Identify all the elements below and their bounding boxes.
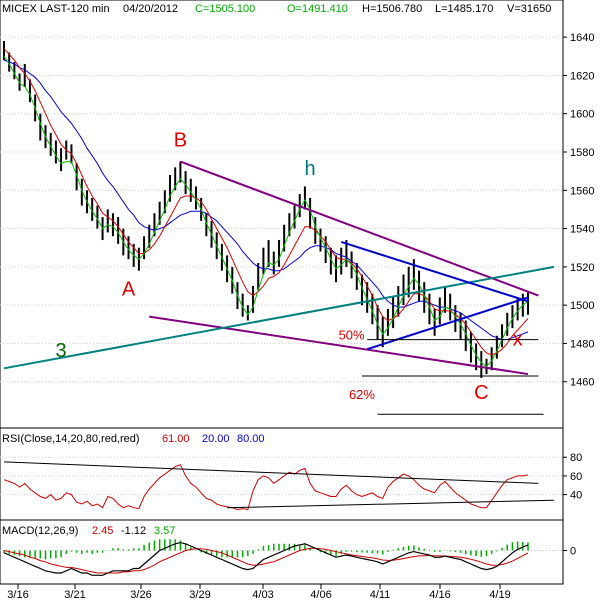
x-tick-label: 4/19: [489, 589, 510, 601]
rsi-legend-value: 61.00: [162, 433, 190, 445]
price-y-axis: 1460 1480 1500 1520 1540 1560 1580 1600 1620 1640: [563, 32, 594, 389]
y-tick-label: 1500: [570, 300, 594, 312]
y-tick-label: 1480: [570, 338, 594, 350]
rsi-legend-low: 20.00: [202, 433, 230, 445]
header-low: L=1485.170: [435, 3, 493, 15]
trendline: [366, 296, 529, 351]
price-panel-frame: [0, 0, 564, 429]
y-tick-label: 1460: [570, 377, 594, 389]
rsi-grid: [0, 456, 563, 496]
price-trendlines: [3, 160, 555, 376]
macd-legend-macd: 2.45: [92, 525, 113, 537]
macd-legend-hist: 3.57: [154, 525, 175, 537]
header-volume: V=31650: [507, 3, 551, 15]
y-tick-label: 1540: [570, 224, 594, 236]
header-symbol: MICEX LAST-120 min: [2, 3, 110, 15]
rsi-line: [3, 464, 529, 511]
wave-label: x: [513, 328, 523, 350]
y-tick-label: 1580: [570, 147, 594, 159]
price-panel: A Bh 3 50% 62% Cx 1460 1480 1500 1520 1540 1560 158…: [0, 0, 594, 429]
trendline: [149, 315, 529, 376]
macd-title: MACD(12,26,9): [2, 525, 78, 537]
rsi-panel: 40 60 80 RSI(Close,14,20,80,red,red) 61.00…: [0, 427, 582, 521]
rsi-trendlines: [3, 461, 554, 509]
x-tick-label: 4/06: [310, 589, 331, 601]
trendline: [180, 160, 539, 297]
rsi-title: RSI(Close,14,20,80,red,red): [2, 433, 140, 445]
trendline: [340, 241, 529, 303]
price-annotations: A Bh 3 50% 62% Cx: [56, 129, 523, 404]
wave-label: 50%: [339, 328, 365, 343]
wave-label: 3: [56, 340, 67, 362]
rsi-legend-high: 80.00: [237, 433, 265, 445]
wave-label: C: [474, 382, 488, 404]
x-tick-label: 4/03: [252, 589, 273, 601]
y-tick-label: 1520: [570, 262, 594, 274]
wave-label: B: [174, 129, 187, 151]
header-date: 04/20/2012: [123, 3, 178, 15]
ma-fast-line: [3, 56, 529, 368]
x-tick-label: 3/16: [7, 589, 28, 601]
price-hlines: [361, 339, 544, 415]
y-tick-label: 1620: [570, 70, 594, 82]
trendline: [3, 265, 555, 370]
rsi-panel-frame: [0, 427, 564, 521]
y-tick-label: 60: [570, 471, 582, 483]
macd-y-axis: 0: [563, 546, 576, 558]
rsi-trendline: [227, 499, 554, 509]
x-tick-label: 3/26: [130, 589, 151, 601]
ma-mid-line: [3, 48, 529, 356]
header-close: C=1505.100: [195, 3, 255, 15]
y-tick-label: 0: [570, 546, 576, 558]
y-tick-label: 1640: [570, 32, 594, 44]
header-high: H=1506.780: [362, 3, 422, 15]
y-tick-label: 1600: [570, 109, 594, 121]
macd-signal-line: [3, 547, 529, 574]
wave-label: h: [305, 158, 316, 180]
macd-line: [3, 541, 529, 576]
rsi-y-axis: 40 60 80: [563, 452, 582, 502]
macd-legend-signal: -1.12: [121, 525, 146, 537]
macd-panel: 0 MACD(12,26,9) 2.45 -1.12 3.57: [0, 519, 576, 585]
x-axis: 3/16 3/21 3/26 3/29 4/03 4/06 4/11 4/16 4/19: [7, 584, 511, 601]
x-tick-label: 3/21: [64, 589, 85, 601]
x-tick-label: 4/11: [370, 589, 391, 601]
wave-label: A: [122, 279, 136, 301]
y-tick-label: 40: [570, 490, 582, 502]
rsi-trendline: [3, 461, 539, 484]
x-tick-label: 4/16: [429, 589, 450, 601]
wave-label: 62%: [349, 387, 375, 402]
y-tick-label: 1560: [570, 185, 594, 197]
header-open: O=1491.410: [287, 3, 348, 15]
y-tick-label: 80: [570, 452, 582, 464]
macd-histogram: [3, 539, 529, 560]
price-grid: [0, 36, 563, 383]
x-tick-label: 3/29: [189, 589, 210, 601]
